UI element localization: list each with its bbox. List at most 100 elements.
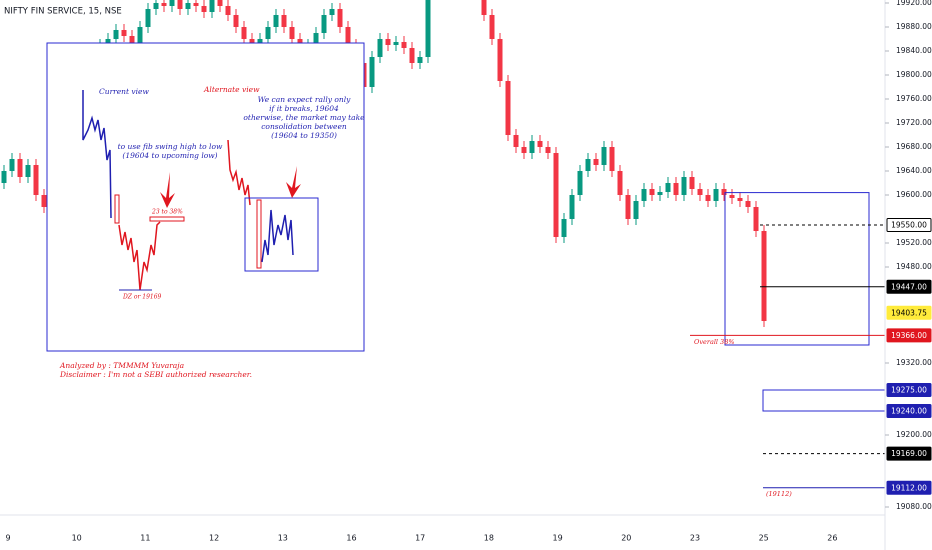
candle-body <box>713 189 719 201</box>
annotation: DZ or 19169 <box>122 294 162 301</box>
candle-body <box>673 183 679 195</box>
y-tick-label: 19520.00 <box>896 238 932 247</box>
y-tick-label: 19680.00 <box>896 142 932 151</box>
candle-body <box>761 231 767 321</box>
candle-body <box>313 33 319 45</box>
arrow <box>286 166 301 198</box>
candle-body <box>121 30 127 36</box>
price-label-box <box>886 404 932 418</box>
x-tick-label: 10 <box>72 534 82 543</box>
y-tick-label: 19640.00 <box>896 166 932 175</box>
candle-body <box>729 195 735 198</box>
zone <box>724 192 870 346</box>
candle-body <box>585 159 591 171</box>
sketch-alt <box>227 139 251 206</box>
candle-body <box>345 27 351 45</box>
y-tick-label: 19840.00 <box>896 46 932 55</box>
y-tick-label: 19760.00 <box>896 94 932 103</box>
annotation: Current view <box>99 87 149 96</box>
candle-body <box>329 9 335 15</box>
annotation: (19604 to 19350) <box>271 131 337 140</box>
candle-body <box>169 0 175 6</box>
annotation: (19604 to upcoming low) <box>122 151 217 160</box>
candle-body <box>537 141 543 147</box>
candle-body <box>185 3 191 9</box>
candle-body <box>617 171 623 195</box>
annotation: Analyzed by : TMMMM Yuvaraja <box>59 361 184 370</box>
candle-body <box>289 27 295 39</box>
candle-body <box>513 135 519 147</box>
candle-body <box>689 177 695 189</box>
price-label-box <box>886 218 932 232</box>
candle-body <box>1 171 7 183</box>
candle-body <box>681 177 687 195</box>
y-tick-label: 19800.00 <box>896 70 932 79</box>
sketch-candle <box>114 194 120 224</box>
chart-title: NIFTY FIN SERVICE, 15, NSE <box>4 7 122 17</box>
candle-body <box>633 201 639 219</box>
price-label: 19169.00 <box>891 449 927 458</box>
candle-body <box>721 189 727 195</box>
candle-body <box>409 48 415 63</box>
arrow <box>160 172 175 208</box>
annotation: consolidation between <box>261 122 347 131</box>
annotation: (19112) <box>766 490 792 498</box>
candle-body <box>337 9 343 27</box>
candle-body <box>553 153 559 237</box>
price-label: 19275.00 <box>891 386 927 395</box>
x-tick-label: 18 <box>484 534 494 543</box>
annotation: Disclaimer : I'm not a SEBI authorized r… <box>59 370 252 379</box>
candle-body <box>505 81 511 135</box>
sketch-box <box>244 197 319 272</box>
x-tick-label: 20 <box>621 534 631 543</box>
candle-body <box>489 15 495 39</box>
price-label: 19550.00 <box>891 221 927 230</box>
candle-body <box>369 57 375 87</box>
x-tick-label: 11 <box>140 534 150 543</box>
price-label: 19366.00 <box>891 331 927 340</box>
candle-body <box>625 195 631 219</box>
y-tick-label: 19200.00 <box>896 430 932 439</box>
y-tick-label: 19880.00 <box>896 22 932 31</box>
y-tick-label: 19920.00 <box>896 0 932 7</box>
x-tick-label: 13 <box>278 534 288 543</box>
candle-body <box>161 3 167 6</box>
candle-body <box>377 39 383 57</box>
annotation: Alternate view <box>203 85 260 94</box>
idea-box <box>46 42 365 352</box>
price-label: 19403.75 <box>891 308 927 317</box>
price-label-box <box>886 305 932 320</box>
candle-body <box>129 36 135 45</box>
candle-body <box>25 165 31 177</box>
candle-body <box>201 6 207 12</box>
candle-body <box>33 165 39 195</box>
x-tick-label: 9 <box>5 534 10 543</box>
candle-body <box>265 27 271 39</box>
candle-body <box>17 159 23 177</box>
candle-body <box>417 57 423 63</box>
candle-body <box>593 159 599 165</box>
annotation: 23 to 38% <box>151 209 183 216</box>
x-tick-label: 25 <box>759 534 769 543</box>
sketch-low <box>118 221 161 291</box>
price-label: 19240.00 <box>891 407 927 416</box>
x-tick-label: 16 <box>346 534 356 543</box>
candle-body <box>609 147 615 171</box>
candle-body <box>601 147 607 165</box>
candle-body <box>569 195 575 219</box>
x-tick-label: 26 <box>827 534 837 543</box>
sketch-candle <box>256 199 262 269</box>
candle-body <box>217 0 223 6</box>
x-tick-label: 17 <box>415 534 425 543</box>
annotation: if it breaks, 19604 <box>269 104 339 113</box>
candle-body <box>657 192 663 195</box>
candle-body <box>105 39 111 45</box>
axes: 19920.00 19880.00 19840.00 19800.00 19760.00… <box>5 0 932 543</box>
candle-body <box>401 42 407 48</box>
sketch-fib <box>149 216 185 222</box>
annotation: to use fib swing high to low <box>118 142 223 151</box>
candle-body <box>9 159 15 171</box>
y-tick-label: 19480.00 <box>896 262 932 271</box>
price-label-box <box>886 328 932 343</box>
